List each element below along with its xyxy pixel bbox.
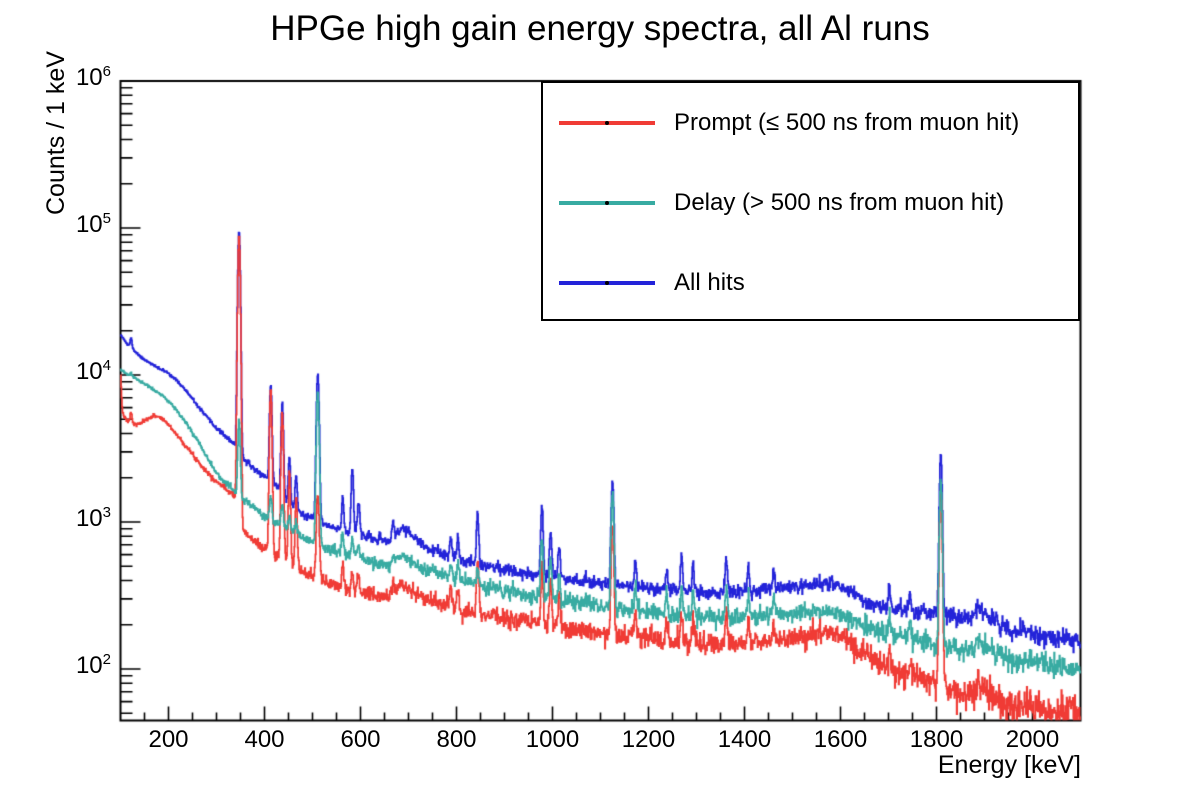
- legend-line-swatch: [559, 201, 655, 205]
- x-tick-label: 200: [148, 726, 189, 753]
- y-tick-label: 104: [75, 357, 111, 385]
- legend-marker-dot: [605, 201, 609, 205]
- x-axis-title: Energy [keV]: [937, 751, 1081, 779]
- y-tick-label: 103: [75, 504, 111, 532]
- x-tick-label: 1800: [909, 726, 964, 753]
- x-tick-label: 1400: [717, 726, 772, 753]
- x-tick-label: 400: [244, 726, 285, 753]
- legend-marker-dot: [605, 281, 609, 285]
- legend-label: All hits: [674, 269, 745, 296]
- legend-line-swatch: [559, 121, 655, 125]
- x-tick-label: 1200: [621, 726, 676, 753]
- x-tick-label: 2000: [1005, 726, 1060, 753]
- legend-line-swatch: [559, 281, 655, 285]
- legend-entry-prompt: Prompt (≤ 500 ns from muon hit): [543, 83, 1078, 163]
- x-tick-label: 1000: [525, 726, 580, 753]
- y-tick-label: 102: [75, 651, 111, 679]
- legend-marker-dot: [605, 121, 609, 125]
- legend-label: Prompt (≤ 500 ns from muon hit): [674, 109, 1020, 136]
- x-tick-label: 600: [340, 726, 381, 753]
- legend: Prompt (≤ 500 ns from muon hit) Delay (> …: [541, 81, 1080, 321]
- chart-title: HPGe high gain energy spectra, all Al ru…: [270, 9, 930, 48]
- x-tick-label: 800: [436, 726, 477, 753]
- y-tick-label: 105: [75, 210, 111, 238]
- legend-label: Delay (> 500 ns from muon hit): [674, 189, 1005, 216]
- legend-entry-delay: Delay (> 500 ns from muon hit): [543, 163, 1078, 243]
- y-tick-label: 106: [75, 63, 111, 91]
- legend-entry-all: All hits: [543, 243, 1078, 323]
- x-tick-label: 1600: [813, 726, 868, 753]
